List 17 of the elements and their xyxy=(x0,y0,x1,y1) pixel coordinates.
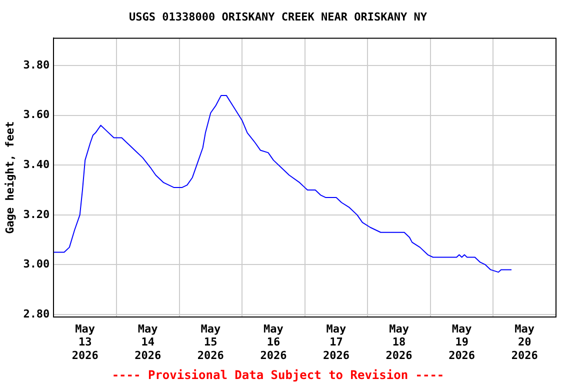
x-tick-label: May 16 2026 xyxy=(260,322,288,362)
x-tick-label: May 13 2026 xyxy=(72,322,99,362)
x-tick-label: May 20 2026 xyxy=(511,322,538,362)
x-tick-label: May 19 2026 xyxy=(448,322,476,362)
y-tick-label: 3.00 xyxy=(23,258,50,271)
y-tick-label: 3.80 xyxy=(23,58,50,72)
y-tick-label: 3.60 xyxy=(23,108,50,122)
y-tick-label: 3.20 xyxy=(23,208,50,221)
chart-title: USGS 01338000 ORISKANY CREEK NEAR ORISKANY NY xyxy=(128,10,428,24)
x-tick-label: May 14 2026 xyxy=(134,322,162,362)
x-tick-label: May 17 2026 xyxy=(322,322,350,362)
y-tick-label: 3.40 xyxy=(23,158,50,172)
x-tick-label: May 15 2026 xyxy=(197,322,224,362)
text: ---- Provisional Data Subject to Revision ---- xyxy=(112,368,444,382)
x-tick-label: May 18 2026 xyxy=(386,322,413,362)
y-axis-title: Gage height, feet xyxy=(3,121,16,234)
y-tick-label: 2.80 xyxy=(23,307,50,320)
